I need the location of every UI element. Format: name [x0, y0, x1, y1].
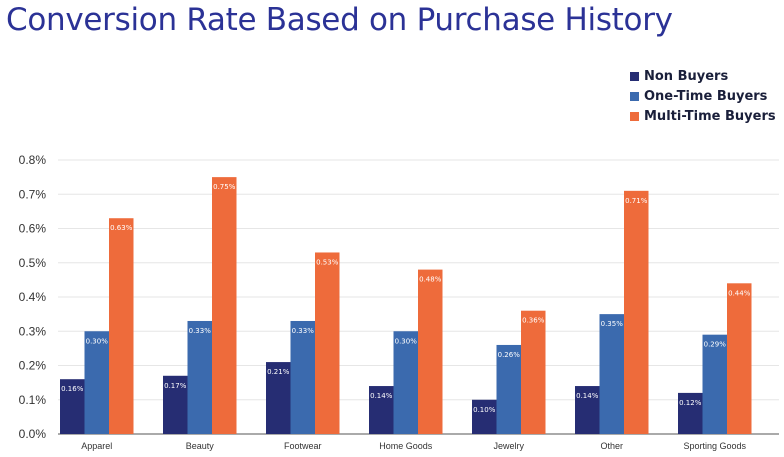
bar-multi-time-buyers-sporting-goods	[727, 283, 752, 434]
data-label: 0.75%	[213, 183, 236, 191]
legend-label-non-buyers: Non Buyers	[644, 68, 729, 84]
y-tick-label: 0.6%	[19, 222, 47, 236]
bar-non-buyers-apparel	[60, 379, 85, 434]
data-label: 0.10%	[473, 406, 496, 414]
x-tick-label: Footwear	[284, 441, 322, 451]
bar-one-time-buyers-apparel	[84, 331, 109, 434]
bar-non-buyers-footwear	[266, 362, 291, 434]
bar-multi-time-buyers-apparel	[109, 218, 134, 434]
legend-item-non-buyers: Non Buyers	[630, 66, 776, 86]
bar-one-time-buyers-home-goods	[393, 331, 418, 434]
bar-multi-time-buyers-footwear	[315, 252, 340, 434]
data-label: 0.26%	[498, 351, 521, 359]
data-label: 0.29%	[704, 341, 727, 349]
bar-non-buyers-beauty	[163, 375, 188, 434]
data-label: 0.48%	[419, 276, 442, 284]
bar-non-buyers-sporting-goods	[678, 392, 703, 434]
data-label: 0.21%	[267, 368, 290, 376]
data-label: 0.16%	[61, 385, 84, 393]
y-tick-label: 0.2%	[19, 359, 47, 373]
x-tick-label: Jewelry	[493, 441, 524, 451]
data-label: 0.14%	[576, 392, 599, 400]
legend-label-multi-time-buyers: Multi-Time Buyers	[644, 108, 776, 124]
bar-one-time-buyers-sporting-goods	[702, 334, 727, 434]
bar-multi-time-buyers-beauty	[212, 177, 237, 434]
data-label: 0.14%	[370, 392, 393, 400]
bar-multi-time-buyers-other	[624, 190, 649, 434]
legend-label-one-time-buyers: One-Time Buyers	[644, 88, 768, 104]
data-label: 0.63%	[110, 224, 133, 232]
x-tick-label: Other	[600, 441, 623, 451]
y-tick-label: 0.7%	[19, 187, 47, 201]
y-tick-label: 0.0%	[19, 427, 47, 441]
bar-multi-time-buyers-jewelry	[521, 310, 546, 434]
bar-one-time-buyers-beauty	[187, 320, 212, 434]
bar-multi-time-buyers-home-goods	[418, 269, 443, 434]
data-label: 0.53%	[316, 258, 339, 266]
bar-one-time-buyers-other	[599, 314, 624, 434]
y-tick-label: 0.8%	[19, 153, 47, 167]
legend-item-one-time-buyers: One-Time Buyers	[630, 86, 776, 106]
legend-swatch-non-buyers	[630, 71, 639, 81]
x-tick-label: Apparel	[81, 441, 112, 451]
data-label: 0.17%	[164, 382, 187, 390]
data-label: 0.12%	[679, 399, 702, 407]
x-tick-label: Home Goods	[379, 441, 433, 451]
legend-swatch-one-time-buyers	[630, 91, 639, 101]
y-tick-label: 0.1%	[19, 393, 47, 407]
data-label: 0.35%	[601, 320, 624, 328]
data-label: 0.33%	[189, 327, 212, 335]
data-label: 0.33%	[292, 327, 315, 335]
y-tick-label: 0.5%	[19, 256, 47, 270]
y-tick-label: 0.3%	[19, 324, 47, 338]
legend: Non Buyers One-Time Buyers Multi-Time Bu…	[630, 66, 776, 126]
data-label: 0.30%	[395, 337, 418, 345]
legend-swatch-multi-time-buyers	[630, 111, 639, 121]
bar-non-buyers-other	[575, 386, 600, 434]
data-label: 0.30%	[86, 337, 109, 345]
y-tick-label: 0.4%	[19, 290, 47, 304]
bar-non-buyers-jewelry	[472, 399, 497, 434]
chart-title: Conversion Rate Based on Purchase Histor…	[6, 2, 673, 38]
data-label: 0.44%	[728, 289, 751, 297]
bar-one-time-buyers-jewelry	[496, 344, 521, 434]
data-label: 0.71%	[625, 197, 648, 205]
x-tick-label: Beauty	[186, 441, 215, 451]
bar-non-buyers-home-goods	[369, 386, 394, 434]
bar-one-time-buyers-footwear	[290, 320, 315, 434]
x-tick-label: Sporting Goods	[683, 441, 746, 451]
data-label: 0.36%	[522, 317, 545, 325]
legend-item-multi-time-buyers: Multi-Time Buyers	[630, 106, 776, 126]
